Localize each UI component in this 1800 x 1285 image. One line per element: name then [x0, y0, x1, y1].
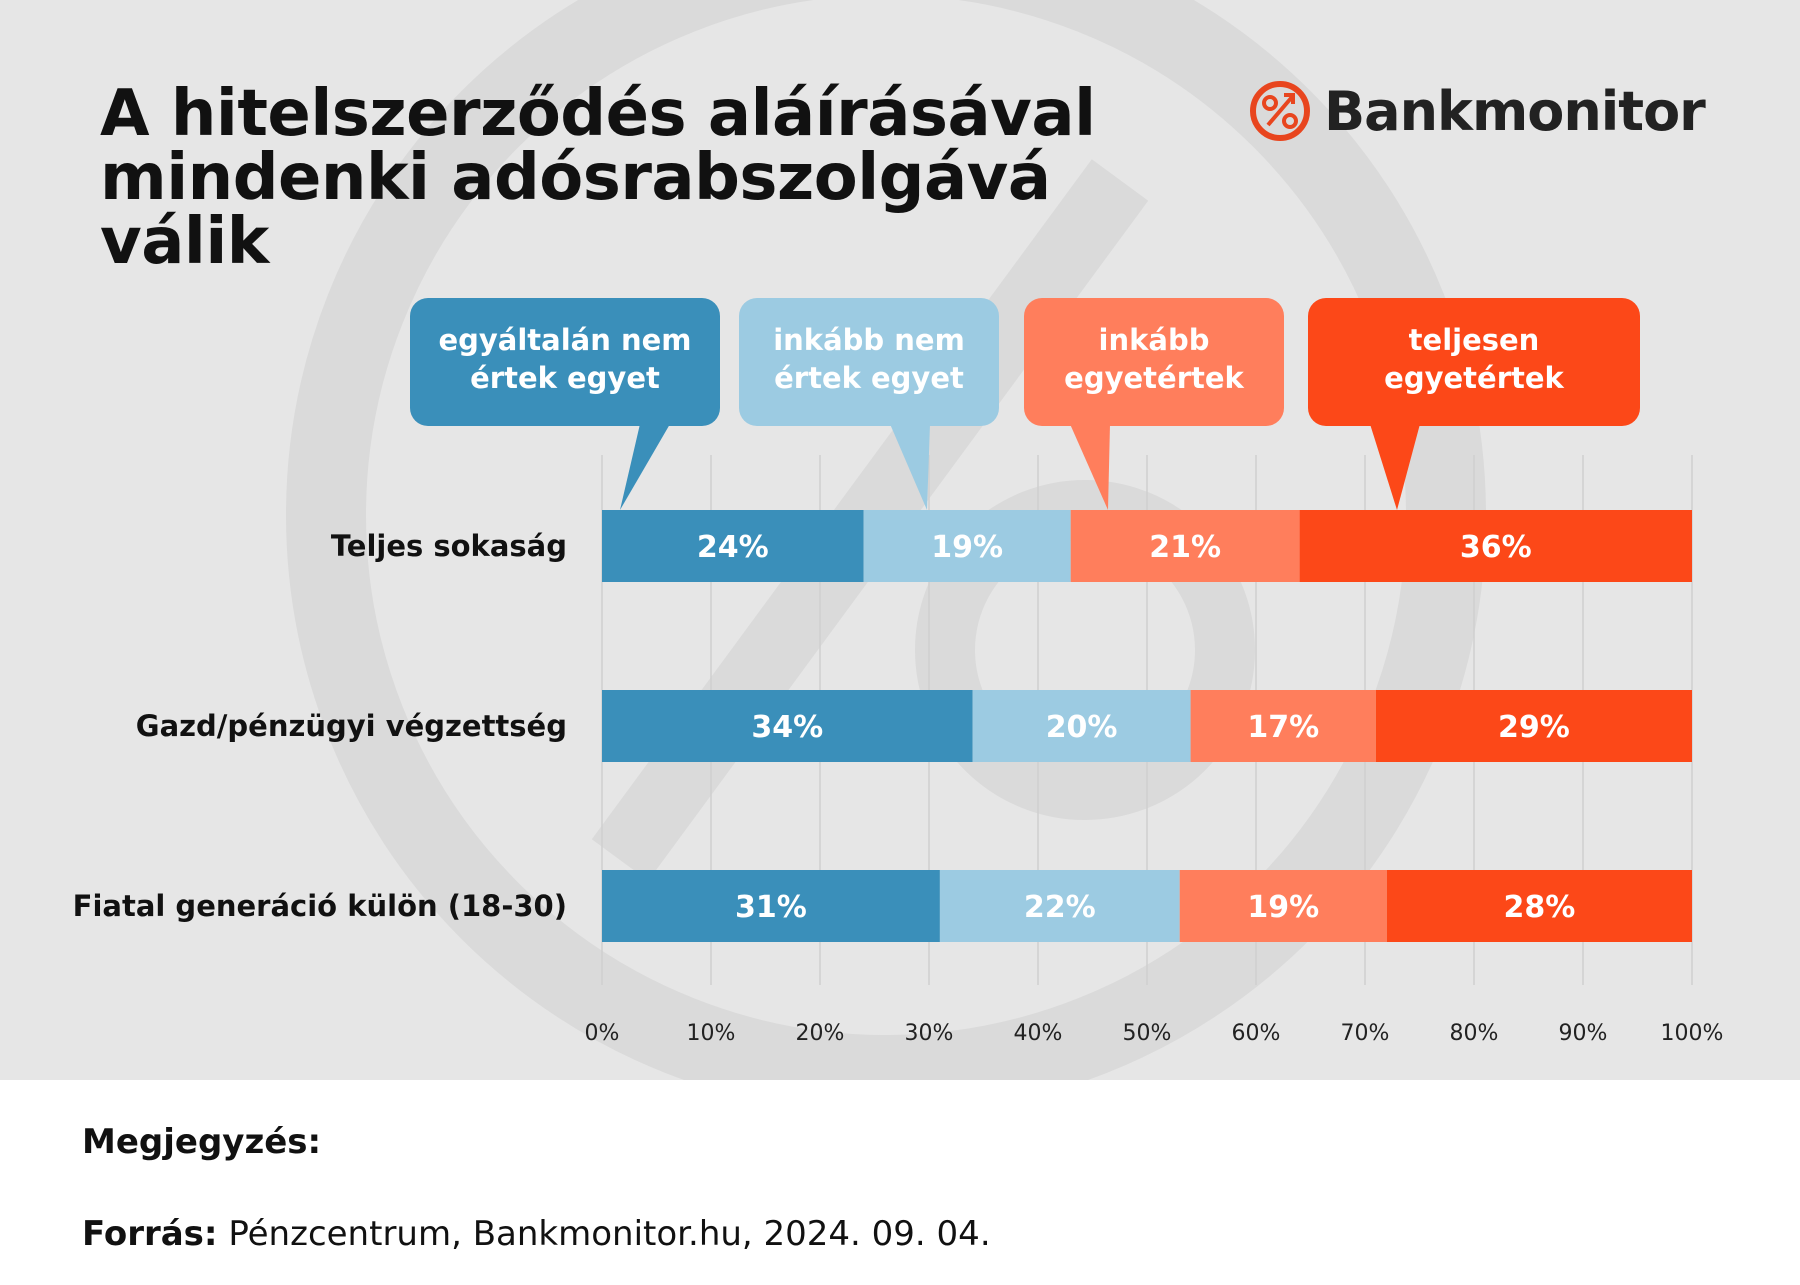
- legend-callout-pointer: [1070, 424, 1110, 510]
- bars: 24% 19% 21% 36% 34% 20% 17% 29% 31% 22% 19% 28%: [602, 510, 1692, 942]
- data-label: 17%: [1247, 710, 1319, 745]
- bar-segment: [863, 510, 1071, 582]
- stacked-bar-chart: 24% 19% 21% 36% 34% 20% 17% 29% 31% 22% 19% 28% egy…: [73, 298, 1724, 1046]
- legend-callouts: egyáltalán nem értek egyet inkább nem értek…: [410, 298, 1640, 510]
- category-label: Teljes sokaság: [331, 529, 567, 563]
- legend-label: inkább egyetértek: [1064, 323, 1244, 395]
- category-labels: Teljes sokaság Gazd/pénzügyi végzettség Fi…: [73, 529, 567, 923]
- legend-callout-box: [1308, 298, 1640, 426]
- source-text: Pénzcentrum, Bankmonitor.hu, 2024. 09. 0…: [228, 1214, 991, 1254]
- legend-callout-pointer: [620, 424, 670, 510]
- data-label: 29%: [1498, 710, 1570, 745]
- brand-logo: Bankmonitor: [1248, 76, 1706, 146]
- data-label: 22%: [1024, 890, 1096, 925]
- bar-segment: [1070, 510, 1300, 582]
- x-axis-ticks: 0% 10% 20% 30% 40% 50% 60% 70% 80% 90% 100%: [585, 1021, 1724, 1046]
- legend-label: egyáltalán nem értek egyet: [438, 323, 691, 395]
- bar-segment: [1375, 690, 1692, 762]
- data-label: 21%: [1149, 530, 1221, 565]
- data-label: 36%: [1460, 530, 1532, 565]
- x-tick-label: 90%: [1559, 1021, 1608, 1046]
- legend-callout-box: [739, 298, 999, 426]
- data-label: 20%: [1046, 710, 1118, 745]
- x-tick-label: 0%: [585, 1021, 620, 1046]
- bar-segment: [1386, 870, 1692, 942]
- bar-segment: [1179, 870, 1387, 942]
- bar-segment: [602, 870, 940, 942]
- x-tick-label: 50%: [1123, 1021, 1172, 1046]
- data-label: 31%: [735, 890, 807, 925]
- category-label: Gazd/pénzügyi végzettség: [136, 709, 567, 743]
- percent-trend-icon: [1250, 81, 1310, 141]
- legend-callout-pointer: [890, 424, 930, 510]
- footer-source: Forrás: Pénzcentrum, Bankmonitor.hu, 202…: [82, 1214, 991, 1254]
- data-label: 28%: [1503, 890, 1575, 925]
- bar-segment: [939, 870, 1180, 942]
- x-tick-label: 10%: [687, 1021, 736, 1046]
- legend-label: teljesen egyetértek: [1384, 323, 1564, 395]
- legend-callout-box: [1024, 298, 1284, 426]
- source-label: Forrás:: [82, 1214, 218, 1254]
- data-label: 24%: [697, 530, 769, 565]
- x-tick-label: 70%: [1341, 1021, 1390, 1046]
- bar-segment: [602, 510, 864, 582]
- legend-label: inkább nem értek egyet: [773, 323, 965, 395]
- brand-name: Bankmonitor: [1324, 79, 1706, 143]
- category-label: Fiatal generáció külön (18-30): [73, 889, 567, 923]
- x-tick-label: 80%: [1450, 1021, 1499, 1046]
- chart-panel: A hitelszerződés aláírásával mindenki ad…: [0, 0, 1800, 1080]
- bar-segment: [1190, 690, 1376, 762]
- x-tick-label: 100%: [1661, 1021, 1724, 1046]
- footer-note: Megjegyzés:: [82, 1122, 322, 1162]
- x-tick-label: 20%: [796, 1021, 845, 1046]
- legend-callout-box: [410, 298, 720, 426]
- x-tick-label: 60%: [1232, 1021, 1281, 1046]
- bar-segment: [972, 690, 1191, 762]
- chart-title: A hitelszerződés aláírásával mindenki ad…: [100, 77, 1096, 279]
- x-tick-label: 40%: [1014, 1021, 1063, 1046]
- legend-callout-pointer: [1370, 424, 1420, 510]
- x-tick-label: 30%: [905, 1021, 954, 1046]
- bar-segment: [1299, 510, 1692, 582]
- bar-segment: [602, 690, 973, 762]
- data-label: 19%: [1247, 890, 1319, 925]
- data-label: 19%: [931, 530, 1003, 565]
- data-label: 34%: [751, 710, 823, 745]
